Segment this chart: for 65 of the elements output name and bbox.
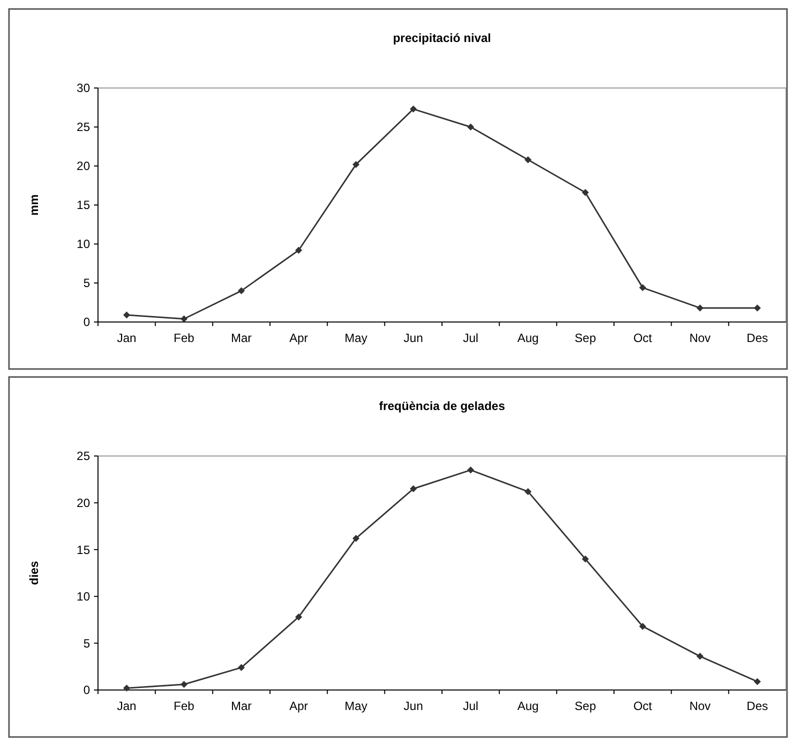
point [467, 466, 474, 474]
point [295, 613, 302, 620]
y-axis-title: mm [27, 194, 41, 216]
point [696, 652, 704, 660]
point [295, 246, 302, 254]
y-tick-label: 25 [76, 449, 90, 464]
x-tick-label: Nov [689, 699, 711, 713]
y-axis-title: dies [27, 560, 41, 586]
point [180, 315, 188, 322]
y-tick-label: 5 [83, 276, 90, 290]
point [352, 160, 360, 168]
x-tick-label: Aug [517, 331, 539, 345]
y-tick-label: 20 [76, 496, 90, 510]
y-tick-label: 5 [83, 636, 90, 650]
x-tick-label: Feb [174, 699, 195, 713]
x-tick-label: Des [746, 699, 768, 713]
point [467, 124, 474, 130]
x-tick-label: Oct [633, 699, 653, 713]
point [524, 156, 532, 164]
point [352, 534, 360, 542]
x-tick-label: Apr [289, 331, 308, 345]
point [639, 622, 646, 630]
x-tick-label: Jan [116, 699, 136, 713]
y-tick-label: 30 [76, 81, 90, 96]
point [696, 304, 704, 312]
x-tick-label: May [344, 331, 368, 345]
x-tick-label: Jul [462, 331, 478, 345]
point [639, 284, 646, 292]
x-tick-label: Nov [689, 331, 711, 345]
point [524, 488, 532, 496]
x-tick-label: Jan [116, 331, 136, 345]
x-tick-label: Feb [174, 331, 195, 345]
y-tick-label: 15 [76, 198, 90, 212]
x-tick-label: Des [746, 331, 768, 345]
point [754, 304, 761, 312]
y-tick-label: 10 [76, 590, 90, 604]
point [238, 287, 245, 294]
x-tick-label: Mar [230, 331, 252, 345]
x-tick-label: May [344, 699, 368, 713]
point [180, 680, 188, 688]
point [123, 311, 130, 318]
y-tick-label: 10 [76, 237, 90, 252]
x-tick-label: Sep [574, 331, 596, 345]
chart-title: precipitació nival [392, 31, 492, 45]
x-tick-label: Jun [404, 331, 424, 345]
point [754, 678, 761, 686]
point [410, 106, 417, 113]
x-tick-label: Aug [517, 699, 539, 713]
point [582, 555, 589, 562]
x-tick-label: Jun [404, 699, 424, 713]
y-tick-label: 0 [83, 683, 90, 698]
x-tick-label: Sep [574, 699, 596, 713]
x-tick-label: Mar [230, 699, 252, 713]
y-tick-label: 25 [76, 120, 90, 134]
y-tick-label: 15 [76, 542, 90, 557]
y-tick-label: 0 [83, 315, 90, 330]
point [410, 485, 417, 492]
y-tick-label: 20 [76, 159, 90, 174]
x-tick-label: Jul [462, 699, 478, 713]
chart-title: freqüència de gelades [378, 399, 506, 413]
point [123, 684, 130, 692]
x-tick-label: Oct [633, 331, 653, 345]
point [238, 664, 245, 672]
x-tick-label: Apr [289, 699, 308, 713]
point [582, 189, 589, 196]
